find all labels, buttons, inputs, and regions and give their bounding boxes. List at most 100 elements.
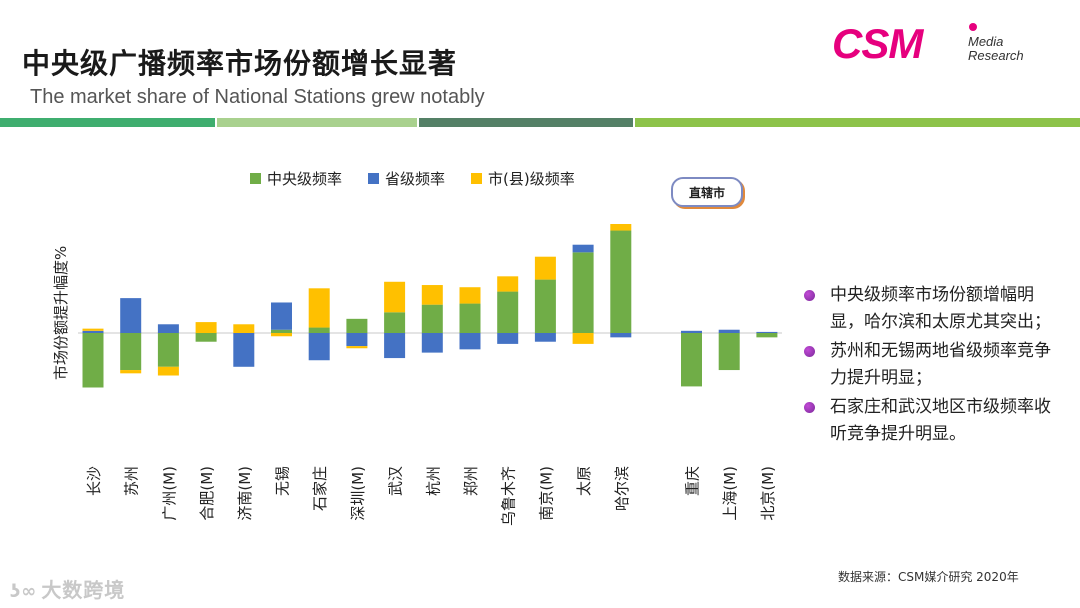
bullet-item: 中央级频率市场份额增幅明显，哈尔滨和太原尤其突出； — [804, 282, 1064, 336]
legend-label-city: 市(县)级频率 — [488, 170, 575, 188]
category-label: 南京(M) — [537, 466, 555, 521]
stripe-2 — [217, 118, 417, 127]
bar-central — [421, 304, 443, 333]
bar-provincial — [120, 298, 142, 333]
stripe-4 — [635, 118, 1080, 127]
bar-central — [384, 312, 406, 333]
bar-provincial — [82, 330, 104, 333]
bar-city — [195, 322, 217, 333]
bar-provincial — [421, 333, 443, 353]
bar-city — [384, 281, 406, 313]
csm-logo: CSM Media Research — [832, 18, 1042, 70]
legend-swatch-provincial — [368, 173, 380, 184]
bullet-item: 石家庄和武汉地区市级频率收听竞争提升明显。 — [804, 394, 1064, 448]
bar-provincial — [681, 330, 702, 333]
bar-central — [120, 333, 142, 371]
bar-city — [459, 287, 481, 304]
bullet-list: 中央级频率市场份额增幅明显，哈尔滨和太原尤其突出； 苏州和无锡两地省级频率竞争力… — [804, 282, 1064, 450]
bar-central — [610, 230, 632, 333]
logo-main-text: CSM — [832, 20, 923, 67]
logo-line2: Research — [968, 48, 1024, 63]
bar-provincial — [718, 329, 740, 333]
bar-city — [610, 224, 632, 231]
legend-label-provincial: 省级频率 — [385, 170, 446, 188]
page-subtitle: The market share of National Stations gr… — [30, 86, 485, 108]
category-label: 广州(M) — [160, 466, 178, 521]
bar-provincial — [271, 302, 292, 330]
category-label: 无锡 — [274, 466, 292, 496]
bullet-dot-icon — [804, 402, 815, 413]
bar-central — [459, 303, 481, 333]
bar-central — [157, 333, 179, 367]
category-label: 哈尔滨 — [613, 466, 631, 511]
category-label: 重庆 — [684, 466, 702, 496]
bar-provincial — [308, 333, 330, 361]
category-label: 乌鲁木齐 — [500, 466, 518, 526]
watermark-logo-icon: ʖ∞ — [10, 581, 38, 602]
bar-central — [718, 333, 740, 371]
legend-swatch-central — [250, 173, 261, 184]
bar-city — [157, 366, 179, 376]
logo-dot — [969, 23, 977, 31]
bullet-text: 石家庄和武汉地区市级频率收听竞争提升明显。 — [830, 397, 1051, 444]
bar-provincial — [346, 333, 368, 347]
bar-central — [271, 329, 292, 333]
category-label: 石家庄 — [311, 466, 329, 511]
category-label: 苏州 — [123, 466, 141, 496]
legend-item-central: 中央级频率 — [250, 168, 342, 189]
bar-central — [681, 333, 702, 387]
chart-legend: 中央级频率 省级频率 市(县)级频率 — [250, 168, 575, 189]
bar-city — [572, 333, 594, 344]
watermark: ʖ∞ 大数跨境 — [10, 574, 125, 603]
bar-provincial — [459, 333, 481, 350]
bar-city — [233, 324, 255, 333]
category-label: 长沙 — [85, 466, 103, 496]
bar-central — [756, 333, 778, 338]
bar-provincial — [497, 333, 519, 344]
logo-line1: Media — [968, 34, 1004, 49]
bar-city — [421, 285, 443, 305]
bullet-item: 苏州和无锡两地省级频率竞争力提升明显； — [804, 338, 1064, 392]
bar-city — [120, 370, 142, 374]
bar-central — [534, 279, 556, 333]
category-label: 北京(M) — [759, 466, 777, 521]
legend-label-central: 中央级频率 — [267, 170, 343, 188]
category-label: 深圳(M) — [349, 466, 367, 521]
municipality-badge: 直辖市 — [671, 177, 743, 207]
bullet-text: 苏州和无锡两地省级频率竞争力提升明显； — [830, 341, 1051, 388]
bar-city — [346, 346, 368, 349]
bullet-dot-icon — [804, 290, 815, 301]
bar-city — [534, 256, 556, 280]
legend-swatch-city — [471, 173, 483, 184]
bar-central — [497, 291, 519, 333]
bullet-text: 中央级频率市场份额增幅明显，哈尔滨和太原尤其突出； — [830, 285, 1051, 332]
legend-item-city: 市(县)级频率 — [471, 168, 575, 189]
bar-provincial — [384, 333, 406, 359]
stripe-1 — [0, 118, 215, 127]
category-label: 上海(M) — [721, 466, 739, 521]
bar-provincial — [756, 331, 778, 333]
legend-item-provincial: 省级频率 — [368, 168, 445, 189]
watermark-text: 大数跨境 — [41, 578, 126, 602]
page-title: 中央级广播频率市场份额增长显著 — [22, 47, 458, 80]
category-label: 郑州 — [462, 466, 480, 496]
category-label: 武汉 — [387, 466, 405, 496]
bar-central — [346, 318, 368, 333]
data-source: 数据来源：CSM媒介研究 2020年 — [838, 570, 1019, 584]
bar-provincial — [572, 244, 594, 253]
bar-central — [82, 333, 104, 388]
bar-central — [195, 333, 217, 342]
bar-city — [271, 333, 292, 337]
bullet-dot-icon — [804, 346, 815, 357]
bar-city — [82, 328, 104, 331]
bar-provincial — [610, 333, 632, 338]
bar-provincial — [233, 333, 255, 367]
bar-provincial — [534, 333, 556, 342]
bar-central — [308, 327, 330, 333]
category-label: 合肥(M) — [198, 466, 216, 521]
category-label: 杭州 — [424, 466, 442, 496]
category-label: 济南(M) — [236, 466, 254, 521]
category-label: 太原 — [575, 466, 593, 496]
stripe-3 — [419, 118, 633, 127]
